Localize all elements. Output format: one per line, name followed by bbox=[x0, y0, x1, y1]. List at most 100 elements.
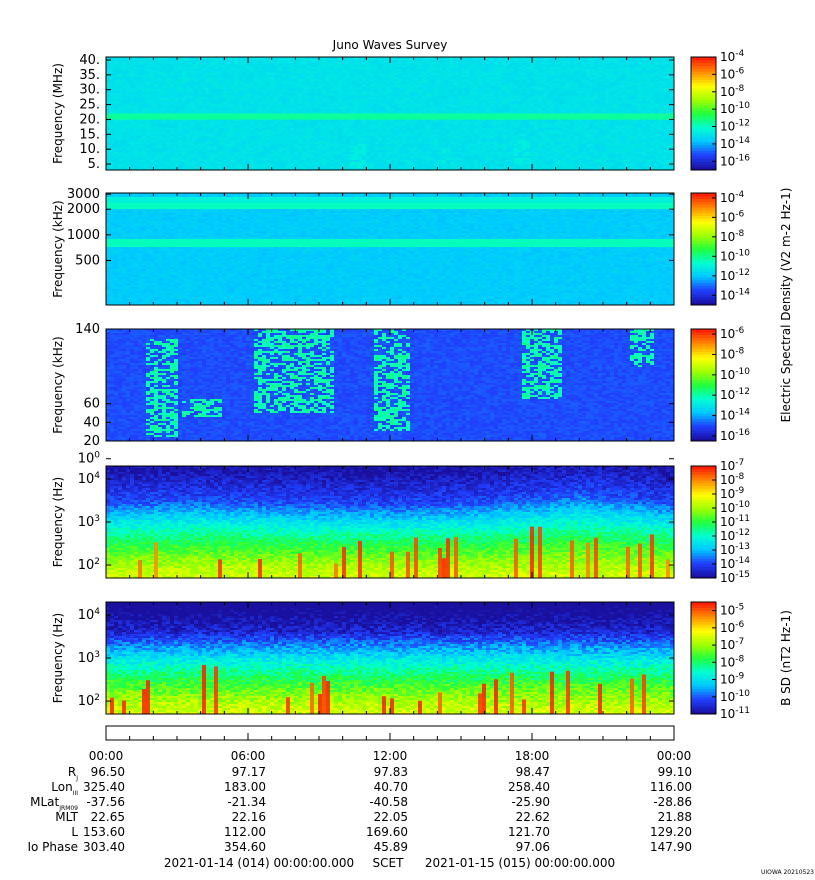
ephemeris-value: 258.40 bbox=[508, 780, 550, 794]
colorbar-tick-label: 10-8 bbox=[720, 654, 745, 669]
y-tick-label: 25. bbox=[79, 98, 100, 113]
ephemeris-value: 22.62 bbox=[516, 810, 550, 824]
spectrogram-panels: 40.35.30.25.20.15.10.5. Frequency (MHz) 10… bbox=[51, 49, 750, 721]
colorbar-tick-label: 10-9 bbox=[720, 486, 745, 501]
ephemeris-value: 183.00 bbox=[224, 780, 266, 794]
y-tick-label: 103 bbox=[78, 514, 100, 530]
colorbar-tick-label: 10-11 bbox=[720, 706, 750, 721]
y-tick-label: 40 bbox=[83, 415, 100, 430]
colorbar-tick-label: 10-6 bbox=[720, 209, 745, 224]
y-tick-label: 20 bbox=[83, 434, 100, 449]
colorbar-tick-label: 10-14 bbox=[720, 556, 750, 571]
colorbar: 10-710-810-910-1010-1110-1210-1310-1410-… bbox=[691, 458, 750, 585]
y-tick-label: 15. bbox=[79, 127, 100, 142]
colorbar-tick-label: 10-15 bbox=[720, 570, 750, 585]
colorbar-tick-label: 10-9 bbox=[720, 672, 745, 687]
panel-hfwbr-high: 40.35.30.25.20.15.10.5. Frequency (MHz) 10… bbox=[51, 49, 750, 172]
colorbar-tick-label: 10-7 bbox=[720, 458, 744, 473]
ephemeris-value: 98.47 bbox=[516, 765, 550, 779]
y-tick-label: 104 bbox=[78, 607, 101, 623]
ephemeris-value: 99.10 bbox=[658, 765, 692, 779]
colorbar-tick-label: 10-6 bbox=[720, 326, 745, 341]
colorbar-tick-label: 10-8 bbox=[720, 229, 745, 244]
y-tick-label: 20. bbox=[79, 112, 100, 127]
ephemeris-value: 112.00 bbox=[224, 825, 266, 839]
ephemeris-value: 116.00 bbox=[650, 780, 692, 794]
ephemeris-value: 21.88 bbox=[658, 810, 692, 824]
magnetic-colorbar-title: B SD (nT2 Hz-1) bbox=[779, 610, 793, 706]
ephemeris-value: 153.60 bbox=[83, 825, 125, 839]
y-tick-label: 5. bbox=[88, 157, 100, 172]
ephemeris-value: 96.50 bbox=[91, 765, 125, 779]
ephemeris-value: 97.06 bbox=[516, 840, 550, 854]
ephemeris-value: 40.70 bbox=[374, 780, 408, 794]
ephemeris-value: 169.60 bbox=[366, 825, 408, 839]
ephemeris-value: -40.58 bbox=[369, 795, 408, 809]
colorbar-tick-label: 10-14 bbox=[720, 136, 750, 151]
y-tick-label: 60 bbox=[83, 397, 100, 412]
ephemeris-value: 22.05 bbox=[374, 810, 408, 824]
y-tick-label: 35. bbox=[79, 68, 100, 83]
y-tick-label: 30. bbox=[79, 83, 100, 98]
y-tick-label: 10. bbox=[79, 142, 100, 157]
colorbar-titles: Electric Spectral Density (V2 m-2 Hz-1)B… bbox=[779, 188, 793, 706]
spectrogram-hfwbr-high bbox=[106, 57, 674, 170]
colorbar-tick-label: 10-8 bbox=[720, 84, 745, 99]
ephemeris-value: 325.40 bbox=[83, 780, 125, 794]
spectrogram-hfwbr-low bbox=[106, 193, 674, 305]
time-tick-label: 00:00 bbox=[89, 749, 124, 763]
colorbar-tick-label: 10-16 bbox=[720, 428, 750, 443]
time-tick-label: 06:00 bbox=[231, 749, 266, 763]
colorbar: 10-4 10-6 10-8 10-10 10-12 10-14 10-16 bbox=[691, 49, 750, 171]
y-tick-label: 102 bbox=[78, 693, 100, 709]
colorbar-tick-label: 10-10 bbox=[720, 367, 750, 382]
colorbar-tick-label: 10-6 bbox=[720, 66, 745, 81]
colorbar-tick-label: 10-16 bbox=[720, 153, 750, 168]
colorbar-tick-label: 10-10 bbox=[720, 500, 750, 515]
ephemeris-value: 22.16 bbox=[232, 810, 266, 824]
y-tick-label: 40. bbox=[79, 53, 100, 68]
spectrogram-lfr-low-magnetic bbox=[106, 602, 674, 714]
y-tick-label: 100 bbox=[78, 451, 101, 467]
y-tick-label: 104 bbox=[78, 471, 101, 487]
colorbar-tick-label: 10-8 bbox=[720, 346, 745, 361]
footer-scet-label: SCET bbox=[373, 856, 405, 870]
y-tick-label: 102 bbox=[78, 557, 100, 573]
y-tick-label: 1000 bbox=[67, 228, 100, 243]
colorbar-tick-label: 10-10 bbox=[720, 101, 750, 116]
time-tick-label: 00:00 bbox=[657, 749, 692, 763]
y-tick-label: 500 bbox=[75, 253, 100, 268]
colorbar-tick-label: 10-13 bbox=[720, 542, 750, 557]
watermark: UIOWA 20210523 bbox=[761, 869, 814, 876]
colorbar-tick-label: 10-8 bbox=[720, 472, 745, 487]
y-axis-label: Frequency (Hz) bbox=[51, 613, 65, 704]
y-tick-label: 103 bbox=[78, 650, 100, 666]
ephemeris-value: 121.70 bbox=[508, 825, 550, 839]
ephemeris-value: 97.83 bbox=[374, 765, 408, 779]
figure-title: Juno Waves Survey bbox=[332, 38, 448, 52]
ephemeris-value: 354.60 bbox=[224, 840, 266, 854]
colorbar-tick-label: 10-4 bbox=[720, 49, 745, 64]
y-axis-label: Frequency (MHz) bbox=[51, 63, 65, 164]
ephemeris-value: -37.56 bbox=[86, 795, 125, 809]
colorbar-tick-label: 10-12 bbox=[720, 119, 750, 134]
colorbar-tick-label: 10-10 bbox=[720, 689, 750, 704]
footer-end-time: 2021-01-15 (015) 00:00:00.000 bbox=[425, 856, 615, 870]
ephemeris-value: 129.20 bbox=[650, 825, 692, 839]
time-tick-label: 18:00 bbox=[515, 749, 550, 763]
colorbar-tick-label: 10-12 bbox=[720, 268, 750, 283]
ephemeris-value: -21.34 bbox=[227, 795, 266, 809]
colorbar-tick-label: 10-12 bbox=[720, 387, 750, 402]
ephemeris-value: 147.90 bbox=[650, 840, 692, 854]
juno-waves-figure: Juno Waves Survey 40.35.30.25.20.15.10.5… bbox=[0, 0, 815, 880]
colorbar-tick-label: 10-5 bbox=[720, 603, 744, 618]
footer-start-time: 2021-01-14 (014) 00:00:00.000 bbox=[164, 856, 354, 870]
footer: 2021-01-14 (014) 00:00:00.000 SCET 2021-… bbox=[164, 856, 615, 870]
time-tick-label: 12:00 bbox=[373, 749, 408, 763]
